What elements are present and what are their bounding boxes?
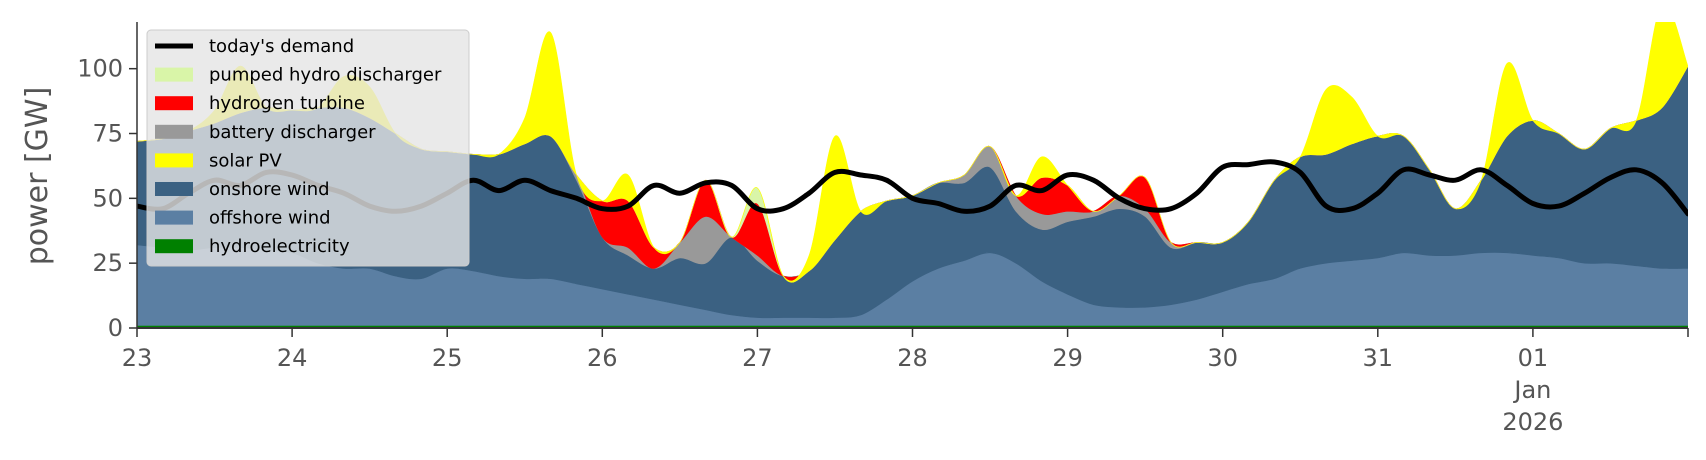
y-tick-label: 25 xyxy=(92,249,123,277)
x-tick-label: 27 xyxy=(742,344,773,372)
x-tick-label: 26 xyxy=(587,344,618,372)
y-tick-label: 0 xyxy=(108,314,123,342)
x-tick-label: 28 xyxy=(897,344,928,372)
legend-swatch-offshore-wind xyxy=(155,210,193,225)
x-tick-label: 25 xyxy=(432,344,463,372)
x-tick-label: 31 xyxy=(1363,344,1394,372)
x-tick-label: 2026 xyxy=(1502,408,1563,436)
legend-label-onshore-wind: onshore wind xyxy=(209,179,330,200)
legend-swatch-hydrogen-turbine xyxy=(155,96,193,111)
x-tick-label: 24 xyxy=(277,344,308,372)
legend-label-offshore-wind: offshore wind xyxy=(209,208,331,229)
x-tick-label: 01 xyxy=(1518,344,1549,372)
legend: today's demand pumped hydro discharger hyd… xyxy=(146,29,470,267)
legend-label-solar-pv: solar PV xyxy=(209,150,282,171)
legend-box xyxy=(146,29,470,267)
y-axis-title: power [GW] xyxy=(20,87,55,266)
legend-swatch-onshore-wind xyxy=(155,182,193,196)
y-tick-label: 50 xyxy=(92,184,123,212)
y-ticks: 0 25 50 75 100 xyxy=(77,55,137,342)
legend-label-pumped-hydro-discharger: pumped hydro discharger xyxy=(209,65,442,86)
y-tick-label: 100 xyxy=(77,55,123,83)
y-tick-label: 75 xyxy=(92,120,123,148)
x-tick-label: 23 xyxy=(122,344,153,372)
legend-label-today-s-demand: today's demand xyxy=(209,36,354,57)
x-tick-label: 30 xyxy=(1207,344,1238,372)
legend-swatch-hydroelectricity xyxy=(155,239,193,254)
legend-label-hydroelectricity: hydroelectricity xyxy=(209,236,350,257)
area-solar-pv xyxy=(137,22,1688,283)
legend-label-hydrogen-turbine: hydrogen turbine xyxy=(209,93,365,114)
legend-swatch-battery-discharger xyxy=(155,124,193,139)
x-tick-label: Jan xyxy=(1512,376,1551,404)
legend-swatch-solar-pv xyxy=(155,153,193,168)
legend-swatch-pumped-hydro-discharger xyxy=(155,67,193,82)
x-tick-label: 29 xyxy=(1052,344,1083,372)
legend-label-battery-discharger: battery discharger xyxy=(209,122,376,143)
x-ticks: 23 24 25 26 27 28 29 30 31 01 Jan 2026 xyxy=(122,328,1689,436)
